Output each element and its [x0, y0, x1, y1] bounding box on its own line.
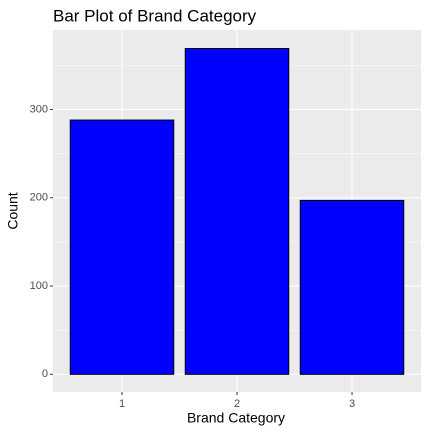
x-tick-label: 3 [349, 398, 355, 410]
bar [299, 199, 405, 375]
bars [69, 48, 405, 375]
y-tick-label: 300 [30, 103, 48, 115]
x-axis-title: Brand Category [187, 410, 285, 426]
x-tick-label: 2 [234, 398, 240, 410]
y-axis-title: Count [5, 192, 21, 229]
bar [184, 48, 290, 375]
y-tick-label: 100 [30, 280, 48, 292]
y-tick-label: 0 [42, 368, 48, 380]
chart-title: Bar Plot of Brand Category [53, 6, 257, 25]
bar [69, 119, 175, 375]
y-tick-label: 200 [30, 192, 48, 204]
x-tick-label: 1 [119, 398, 125, 410]
